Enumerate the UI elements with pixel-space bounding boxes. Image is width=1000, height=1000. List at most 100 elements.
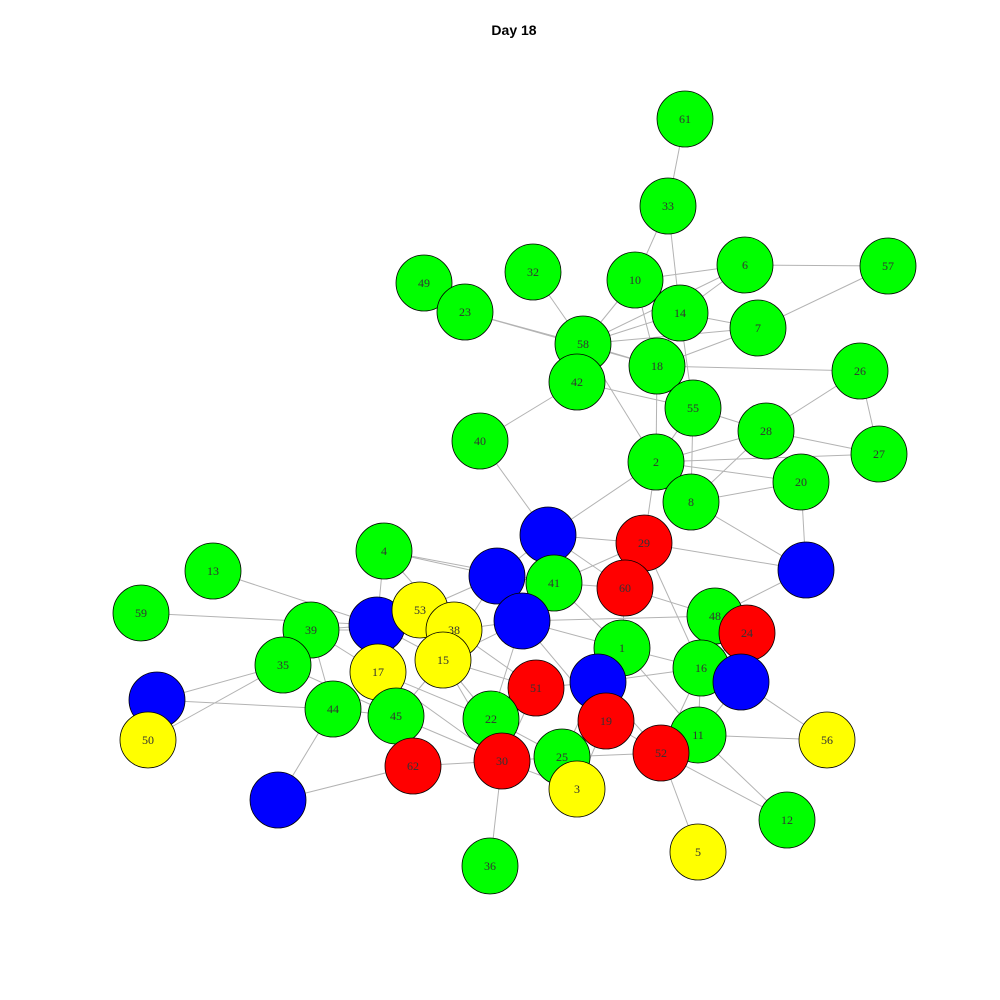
node-label: 18 <box>651 359 663 373</box>
node-label: 51 <box>530 681 542 695</box>
node-label: 59 <box>135 606 147 620</box>
node-8: 8 <box>662 473 720 531</box>
node-circle <box>436 283 494 341</box>
node-12: 12 <box>758 791 816 849</box>
node-b3 <box>777 541 835 599</box>
chart-title: Day 18 <box>491 22 536 38</box>
node-label: 20 <box>795 475 807 489</box>
node-circle <box>355 522 413 580</box>
node-circle <box>525 554 583 612</box>
node-circle <box>798 711 856 769</box>
node-label: 61 <box>679 112 691 126</box>
node-circle <box>395 254 453 312</box>
node-circle <box>859 237 917 295</box>
node-label: 28 <box>760 424 772 438</box>
node-label: 35 <box>277 658 289 672</box>
node-30: 30 <box>473 732 531 790</box>
edge-59-b4 <box>140 612 378 626</box>
node-label: 19 <box>600 714 612 728</box>
node-61: 61 <box>656 90 714 148</box>
node-62: 62 <box>384 737 442 795</box>
node-14: 14 <box>651 284 709 342</box>
node-circle <box>772 453 830 511</box>
node-4: 4 <box>355 522 413 580</box>
node-label: 53 <box>414 603 426 617</box>
node-b9 <box>249 771 307 829</box>
node-circle <box>662 473 720 531</box>
node-label: 6 <box>742 258 748 272</box>
node-circle <box>850 425 908 483</box>
node-41: 41 <box>525 554 583 612</box>
node-label: 44 <box>327 702 339 716</box>
node-b6 <box>712 653 770 711</box>
node-circle <box>507 659 565 717</box>
node-circle <box>737 402 795 460</box>
node-label: 27 <box>873 447 885 461</box>
node-label: 24 <box>741 626 753 640</box>
node-label: 16 <box>695 661 707 675</box>
node-7: 7 <box>729 299 787 357</box>
node-59: 59 <box>112 584 170 642</box>
node-circle <box>664 379 722 437</box>
node-b2 <box>468 547 526 605</box>
node-5: 5 <box>669 823 727 881</box>
node-56: 56 <box>798 711 856 769</box>
node-35: 35 <box>254 636 312 694</box>
node-40: 40 <box>451 412 509 470</box>
node-55: 55 <box>664 379 722 437</box>
node-label: 32 <box>527 265 539 279</box>
node-label: 39 <box>305 623 317 637</box>
node-label: 4 <box>381 544 387 558</box>
node-20: 20 <box>772 453 830 511</box>
node-label: 15 <box>437 653 449 667</box>
node-circle <box>777 541 835 599</box>
node-60: 60 <box>596 559 654 617</box>
node-28: 28 <box>737 402 795 460</box>
node-circle <box>639 177 697 235</box>
node-label: 57 <box>882 259 894 273</box>
node-label: 7 <box>755 321 761 335</box>
node-b5 <box>493 592 551 650</box>
node-circle <box>519 506 577 564</box>
edge-b8-44 <box>156 699 334 710</box>
node-50: 50 <box>119 711 177 769</box>
node-circle <box>254 636 312 694</box>
edge-18-26 <box>656 365 861 372</box>
node-33: 33 <box>639 177 697 235</box>
node-circle <box>596 559 654 617</box>
node-label: 58 <box>577 337 589 351</box>
node-label: 3 <box>574 782 580 796</box>
node-label: 23 <box>459 305 471 319</box>
node-label: 5 <box>695 845 701 859</box>
node-label: 42 <box>571 375 583 389</box>
node-label: 49 <box>418 276 430 290</box>
node-10: 10 <box>606 251 664 309</box>
edge-13-b4 <box>212 570 378 626</box>
edge-4-41 <box>383 550 555 584</box>
node-19: 19 <box>577 692 635 750</box>
node-label: 25 <box>556 750 568 764</box>
node-23: 23 <box>436 283 494 341</box>
node-circle <box>504 243 562 301</box>
node-circle <box>606 251 664 309</box>
node-circle <box>473 732 531 790</box>
node-circle <box>493 592 551 650</box>
node-label: 10 <box>629 273 641 287</box>
node-circle <box>451 412 509 470</box>
node-circle <box>627 433 685 491</box>
node-label: 14 <box>674 306 686 320</box>
node-label: 56 <box>821 733 833 747</box>
node-57: 57 <box>859 237 917 295</box>
node-circle <box>651 284 709 342</box>
node-circle <box>716 236 774 294</box>
node-label: 11 <box>692 728 704 742</box>
node-27: 27 <box>850 425 908 483</box>
node-circle <box>669 823 727 881</box>
node-2: 2 <box>627 433 685 491</box>
node-29: 29 <box>615 514 673 572</box>
node-circle <box>831 342 889 400</box>
node-13: 13 <box>184 542 242 600</box>
node-circle <box>112 584 170 642</box>
node-circle <box>249 771 307 829</box>
